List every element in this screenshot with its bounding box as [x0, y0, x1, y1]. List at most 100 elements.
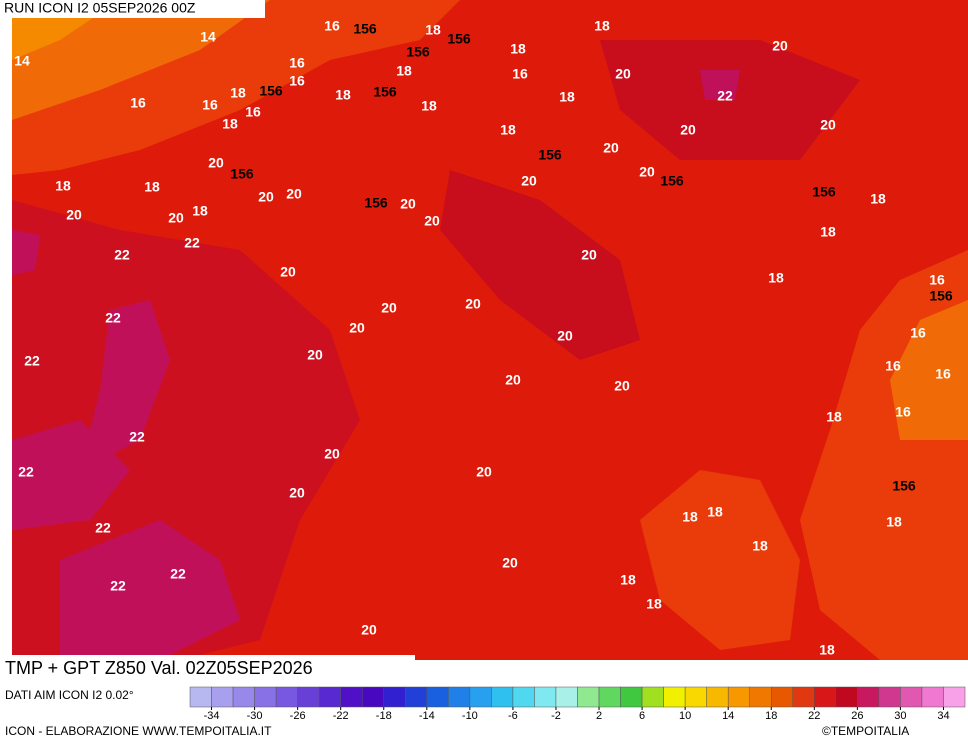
contour-label: 18	[646, 596, 662, 612]
contour-label: 20	[349, 320, 365, 336]
contour-label: 16	[935, 366, 951, 382]
contour-label: 16	[929, 272, 945, 288]
colorbar-swatch	[318, 686, 341, 708]
contour-label: 22	[24, 353, 40, 369]
colorbar-swatch	[254, 686, 277, 708]
contour-label: 20	[476, 464, 492, 480]
map	[12, 0, 968, 660]
header-box	[0, 0, 265, 18]
contour-label: 22	[18, 464, 34, 480]
colorbar-swatch	[361, 686, 385, 708]
contour-label: 18	[870, 191, 886, 207]
colorbar-tick-label: -6	[508, 710, 518, 722]
colorbar-swatch	[555, 686, 578, 708]
colorbar-swatch	[598, 686, 621, 708]
contour-label: 18	[396, 63, 412, 79]
colorbar-tick-label: 34	[937, 710, 949, 722]
contour-label: 18	[768, 270, 784, 286]
contour-label: 18	[752, 538, 768, 554]
contour-label: 156	[660, 173, 684, 189]
contour-label: 20	[614, 378, 630, 394]
colorbar-swatch	[211, 686, 234, 708]
contour-label: 16	[130, 95, 146, 111]
colorbar-swatch	[749, 686, 772, 708]
contour-label: 22	[717, 88, 733, 104]
colorbar-swatch	[684, 686, 707, 708]
contour-label: 20	[258, 189, 274, 205]
map-title: TMP + GPT Z850 Val. 02Z05SEP2026	[5, 658, 313, 678]
contour-label: 16	[885, 358, 901, 374]
contour-label: 18	[682, 509, 698, 525]
contour-label: 156	[538, 147, 562, 163]
colorbar-swatch	[857, 686, 880, 708]
contour-label: 20	[603, 140, 619, 156]
contour-label: 22	[129, 429, 145, 445]
contour-label: 20	[505, 372, 521, 388]
contour-label: 16	[895, 404, 911, 420]
colorbar-swatch	[663, 686, 686, 708]
contour-label: 20	[280, 264, 296, 280]
footer-left: ICON - ELABORAZIONE WWW.TEMPOITALIA.IT	[5, 724, 272, 738]
contour-label: 156	[373, 84, 397, 100]
contour-label: 20	[289, 485, 305, 501]
colorbar-swatch	[792, 686, 815, 708]
colorbar-swatch	[900, 686, 923, 708]
colorbar-tick-label: 10	[679, 710, 691, 722]
contour-label: 18	[559, 89, 575, 105]
contour-label: 20	[772, 38, 788, 54]
contour-label: 156	[230, 166, 254, 182]
contour-label: 16	[245, 104, 261, 120]
colorbar-tick-label: -10	[462, 710, 478, 722]
colorbar-swatch	[706, 686, 729, 708]
contour-label: 18	[335, 87, 351, 103]
colorbar-tick-label: -14	[419, 710, 435, 722]
contour-label: 18	[819, 642, 835, 658]
contour-label: 18	[144, 179, 160, 195]
contour-label: 18	[192, 203, 208, 219]
colorbar-swatch	[426, 686, 449, 708]
colorbar-tick-label: -18	[376, 710, 392, 722]
contour-label: 20	[465, 296, 481, 312]
colorbar-tick-label: 6	[639, 710, 645, 722]
colorbar-swatch	[232, 686, 255, 708]
colorbar-swatch	[620, 686, 643, 708]
colorbar-swatch	[297, 686, 320, 708]
contour-label: 156	[929, 288, 953, 304]
colorbar-swatch	[340, 686, 363, 708]
contour-label: 156	[812, 184, 836, 200]
contour-label: 20	[381, 300, 397, 316]
contour-label: 20	[680, 122, 696, 138]
contour-label: 18	[886, 514, 902, 530]
colorbar-swatch	[835, 686, 858, 708]
contour-label: 20	[639, 164, 655, 180]
contour-label: 156	[447, 31, 471, 47]
contour-label: 18	[55, 178, 71, 194]
contour-label: 156	[259, 83, 283, 99]
contour-label: 18	[826, 409, 842, 425]
colorbar-swatch	[469, 686, 492, 708]
contour-label: 20	[286, 186, 302, 202]
contour-label: 22	[110, 578, 126, 594]
colorbar-swatch	[448, 686, 471, 708]
colorbar-tick-label: -2	[551, 710, 561, 722]
contour-label: 156	[353, 21, 377, 37]
contour-label: 20	[208, 155, 224, 171]
contour-label: 16	[289, 55, 305, 71]
contour-label: 156	[892, 478, 916, 494]
colorbar-swatch	[534, 686, 557, 708]
contour-label: 18	[707, 504, 723, 520]
colorbar-swatch	[405, 686, 428, 708]
contour-label: 18	[421, 98, 437, 114]
colorbar-tick-label: 14	[722, 710, 734, 722]
colorbar-tick-label: -30	[247, 710, 263, 722]
contour-label: 20	[361, 622, 377, 638]
colorbar-swatch	[814, 686, 837, 708]
contour-label: 20	[424, 213, 440, 229]
colorbar-tick-label: 2	[596, 710, 602, 722]
colorbar-swatch	[771, 686, 794, 708]
colorbar-tick-label: 18	[765, 710, 777, 722]
colorbar: -34 -30 -26 -22 -18 -14 -10 -6 -2 2 6 10 14 18 22 26 30 3…	[189, 686, 966, 722]
contour-label: 20	[581, 247, 597, 263]
